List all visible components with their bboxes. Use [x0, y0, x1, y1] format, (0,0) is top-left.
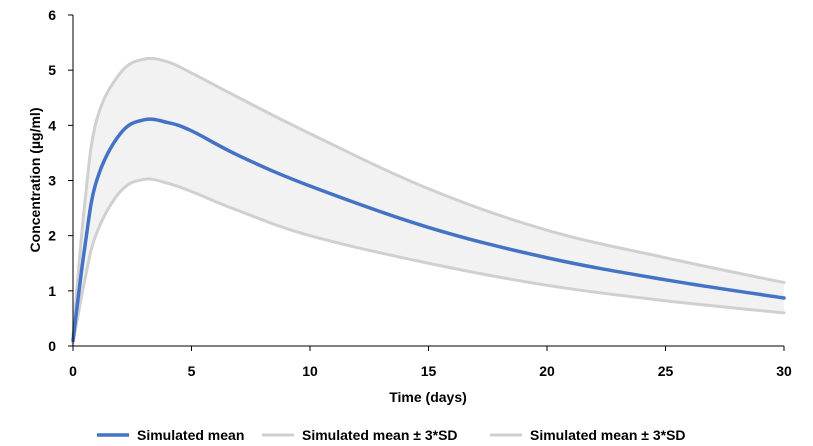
y-tick-label: 5: [48, 62, 56, 78]
series-line-lower-sd: [71, 177, 786, 345]
legend: Simulated mean Simulated mean ± 3*SD Simul…: [97, 427, 686, 443]
y-tick-label: 4: [48, 117, 56, 133]
y-axis-title: Concentration (µg/ml): [27, 108, 43, 253]
y-tick-label: 1: [48, 283, 56, 299]
legend-label: Simulated mean ± 3*SD: [530, 427, 686, 443]
x-tick-label: 30: [776, 363, 792, 379]
y-tick-label: 3: [48, 173, 56, 189]
legend-label: Simulated mean: [137, 427, 244, 443]
y-ticks: 0 1 2 3 4 5 6: [48, 7, 73, 354]
x-tick-label: 0: [69, 363, 77, 379]
x-tick-label: 10: [302, 363, 318, 379]
legend-label: Simulated mean ± 3*SD: [302, 427, 458, 443]
y-tick-label: 6: [48, 7, 56, 23]
x-tick-label: 20: [539, 363, 555, 379]
series-line-upper-sd: [71, 56, 786, 337]
band-layer: [73, 58, 784, 344]
x-axis-title: Time (days): [389, 389, 467, 405]
x-ticks: 0 5 10 15 20 25 30: [69, 346, 792, 379]
sd-band-fill: [73, 58, 784, 344]
x-tick-label: 5: [188, 363, 196, 379]
x-tick-label: 25: [658, 363, 674, 379]
y-tick-label: 2: [48, 228, 56, 244]
series-layer: [71, 56, 786, 345]
x-tick-label: 15: [421, 363, 437, 379]
y-tick-label: 0: [48, 338, 56, 354]
series-line-mean: [71, 117, 786, 343]
